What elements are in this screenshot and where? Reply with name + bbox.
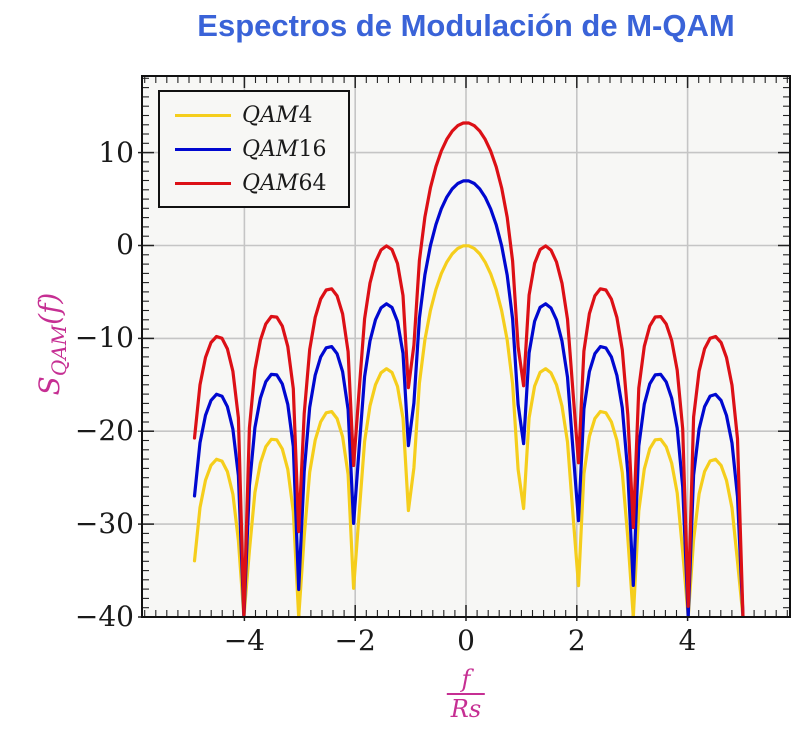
y-tick-label: 0: [116, 228, 134, 262]
y-tick-label: −30: [74, 507, 134, 541]
y-tick-label: −20: [74, 414, 134, 448]
legend-line-sample: [175, 113, 231, 117]
legend-line-sample: [175, 147, 231, 151]
x-axis-label: f Rs: [446, 665, 486, 722]
y-axis-label: SQAM(f): [33, 292, 71, 396]
curve-QAM16: [192, 179, 745, 617]
legend-entry: QAM4: [160, 103, 348, 128]
legend-entry: QAM64: [160, 171, 348, 196]
x-tick-label: 4: [678, 624, 697, 657]
legend-label: QAM64: [242, 170, 327, 196]
legend-label: QAM4: [242, 102, 313, 128]
legend-entry: QAM16: [160, 137, 348, 162]
x-tick-label: 0: [457, 624, 475, 657]
y-tick-label: −40: [74, 600, 134, 633]
curve-QAM64: [192, 121, 745, 617]
x-tick-label: −2: [334, 624, 376, 657]
x-tick-label: 2: [567, 624, 586, 657]
y-tick-label: −10: [74, 321, 134, 355]
x-tick-label: −4: [223, 624, 266, 657]
legend: QAM4 QAM16 QAM64: [158, 90, 350, 208]
legend-line-sample: [175, 181, 231, 185]
x-axis-label-denominator: Rs: [446, 693, 486, 722]
curve-QAM4: [192, 244, 745, 617]
legend-label: QAM16: [242, 136, 327, 162]
y-tick-label: 10: [98, 135, 134, 169]
x-axis-label-numerator: f: [461, 665, 471, 693]
chart-title: Espectros de Modulación de M-QAM: [197, 8, 735, 43]
